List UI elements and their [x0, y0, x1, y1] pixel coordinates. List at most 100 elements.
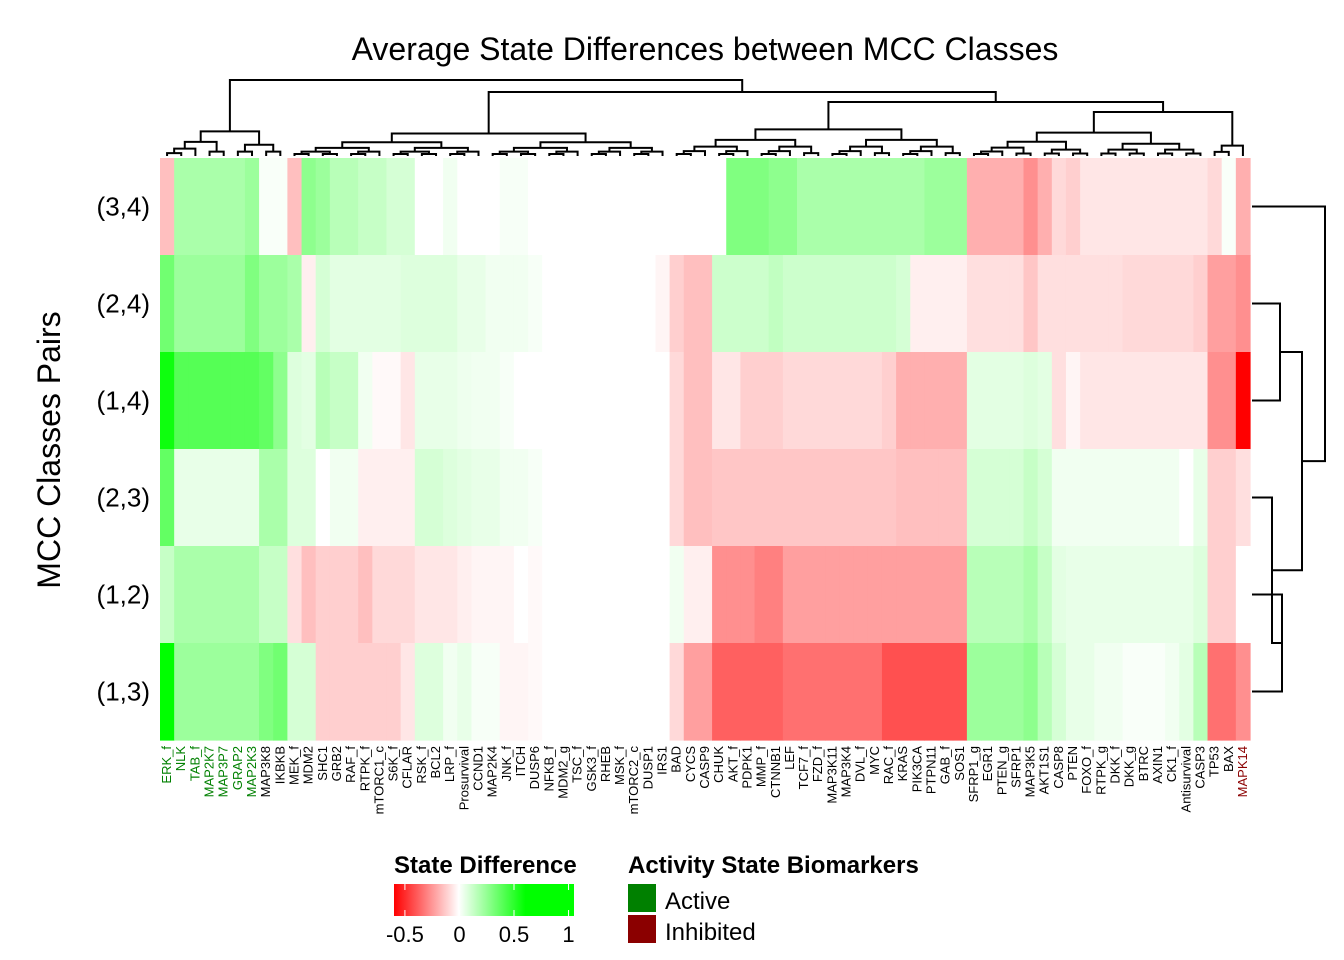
heatmap-cell-13-irs1 — [655, 643, 671, 741]
column-label: RTPK_f — [357, 746, 372, 792]
heatmap-cell-23-ikbkb — [273, 449, 289, 547]
heatmap-cell-12-raf_f — [344, 546, 359, 644]
heatmap-cell-13-ccnd1 — [471, 643, 487, 741]
heatmap-cell-14-tcf7_f — [797, 352, 812, 450]
heatmap-cell-24-ikbkb — [273, 255, 289, 353]
heatmap-cell-34-dusp1 — [641, 158, 657, 256]
heatmap-cell-12-myc — [867, 546, 883, 644]
heatmap-cell-23-rac_f — [881, 449, 897, 547]
heatmap-cell-34-map3p7 — [216, 158, 232, 256]
column-label: EGR1 — [980, 746, 995, 781]
heatmap-cell-23-mapk14 — [1235, 449, 1251, 547]
heatmap-cell-34-mek_f — [287, 158, 303, 256]
heatmap-cell-23-map2k7 — [202, 449, 218, 547]
dendrogram-branch — [633, 153, 650, 156]
activity-state-legend: Activity State Biomarkers Active Inhibit… — [628, 852, 919, 946]
heatmap-cell-23-cycs — [683, 449, 699, 547]
heatmap-cell-24-dkk_g — [1122, 255, 1138, 353]
heatmap-cell-23-mtorc2_c — [627, 449, 642, 547]
heatmap-cell-23-casp9 — [697, 449, 713, 547]
column-label: IRS1 — [655, 746, 670, 775]
heatmap-cell-24-irs1 — [655, 255, 671, 353]
heatmap-cell-13-casp3 — [1193, 643, 1209, 741]
heatmap-cell-24-cflar — [400, 255, 416, 353]
heatmap-cell-14-msk_f — [612, 352, 628, 450]
heatmap-cell-14-mapk14 — [1235, 352, 1251, 450]
dendrogram-branch — [1092, 111, 1234, 146]
heatmap-cell-23-foxo_f — [1080, 449, 1095, 547]
heatmap-cell-34-tcf7_f — [797, 158, 812, 256]
heatmap-cell-14-erk_f — [160, 352, 175, 450]
heatmap-cell-24-gsk3_f — [584, 255, 600, 353]
heatmap-cell-23-kras — [896, 449, 911, 547]
heatmap-cell-12-lef — [782, 546, 798, 644]
heatmap-cell-13-fzd_f — [811, 643, 826, 741]
heatmap-cell-12-pten — [1065, 546, 1081, 644]
heatmap-cell-34-dkk_g — [1122, 158, 1138, 256]
heatmap-cell-23-btrc — [1136, 449, 1152, 547]
heatmap-cell-34-casp9 — [697, 158, 713, 256]
heatmap-cell-12-tp53 — [1207, 546, 1223, 644]
dendrogram-branch — [1213, 150, 1230, 156]
heatmap-cell-34-map3k5 — [1023, 158, 1039, 256]
row-label: (1,4) — [97, 386, 150, 416]
heatmap-cell-23-axin1 — [1150, 449, 1166, 547]
column-label: KRAS — [895, 746, 910, 782]
heatmap-cell-23-bcl2 — [428, 449, 444, 547]
heatmap-cell-34-mdm2 — [301, 158, 317, 256]
heatmap-cell-14-tp53 — [1207, 352, 1223, 450]
heatmap-cell-14-ck1_f — [1165, 352, 1180, 450]
heatmap-cell-14-dkk_g — [1122, 352, 1138, 450]
y-axis-label: MCC Classes Pairs — [31, 311, 67, 588]
column-label: AKT1S1 — [1037, 746, 1052, 794]
heatmap-cell-13-lrp_f — [443, 643, 458, 741]
heatmap-cell-12-grap2 — [230, 546, 246, 644]
heatmap-cell-14-ptpn11 — [924, 352, 940, 450]
heatmap-cell-12-mapk14 — [1235, 546, 1251, 644]
heatmap-cell-34-gab_f — [938, 158, 954, 256]
heatmap-cell-34-sfrp1 — [1009, 158, 1025, 256]
colorbar-tick-label: -0.5 — [386, 922, 424, 947]
heatmap-cell-14-bax — [1221, 352, 1237, 450]
column-label: CFLAR — [400, 746, 415, 789]
heatmap-cell-12-ck1_f — [1165, 546, 1180, 644]
column-label: MAP2K7 — [202, 746, 217, 797]
heatmap-cell-14-kras — [896, 352, 911, 450]
heatmap-cell-14-dkk_f — [1108, 352, 1124, 450]
heatmap-cell-24-map2k7 — [202, 255, 218, 353]
heatmap-cell-34-kras — [896, 158, 911, 256]
heatmap-cell-13-pten_g — [995, 643, 1010, 741]
heatmap-cell-12-map3p7 — [216, 546, 232, 644]
heatmap-cell-12-ptpn11 — [924, 546, 940, 644]
heatmap-cell-23-bax — [1221, 449, 1237, 547]
heatmap-cell-23-ptpn11 — [924, 449, 940, 547]
heatmap-cell-13-grap2 — [230, 643, 246, 741]
heatmap-cell-14-cycs — [683, 352, 699, 450]
heatmap-cell-23-akt_f — [726, 449, 741, 547]
heatmap-cell-13-ikbkb — [273, 643, 289, 741]
heatmap-cell-24-map3k8 — [259, 255, 274, 353]
column-labels: ERK_f NLK TAB_f MAP2K7 MAP3P7 GRAP2 MAP2K3 MAP3… — [159, 746, 1250, 815]
heatmap-cell-23-itch — [513, 449, 529, 547]
heatmap-cell-34-cflar — [400, 158, 416, 256]
heatmap-cell-24-mdm2_g — [556, 255, 572, 353]
heatmap-cell-12-foxo_f — [1080, 546, 1095, 644]
heatmap-cell-13-mek_f — [287, 643, 303, 741]
heatmap-cell-34-mtorc2_c — [627, 158, 642, 256]
heatmap-cell-12-gab_f — [938, 546, 954, 644]
heatmap-cell-23-casp3 — [1193, 449, 1209, 547]
heatmap-cell-24-cycs — [683, 255, 699, 353]
column-label: SOS1 — [952, 746, 967, 781]
heatmap-cell-13-bcl2 — [428, 643, 444, 741]
heatmap-cell-24-rheb — [598, 255, 614, 353]
heatmap-cell-34-grb2 — [329, 158, 345, 256]
heatmap-cell-12-tsc_f — [570, 546, 586, 644]
heatmap-cell-12-dusp1 — [641, 546, 657, 644]
dendrogram-branch — [760, 153, 777, 156]
heatmap-cell-23-map3p7 — [216, 449, 232, 547]
heatmap-cell-23-jnk_f — [499, 449, 515, 547]
heatmap-cell-12-pik3ca — [910, 546, 926, 644]
heatmap-cell-13-axin1 — [1150, 643, 1166, 741]
column-label: TSC_f — [570, 746, 585, 783]
heatmap-cell-34-rtpk_g — [1094, 158, 1110, 256]
